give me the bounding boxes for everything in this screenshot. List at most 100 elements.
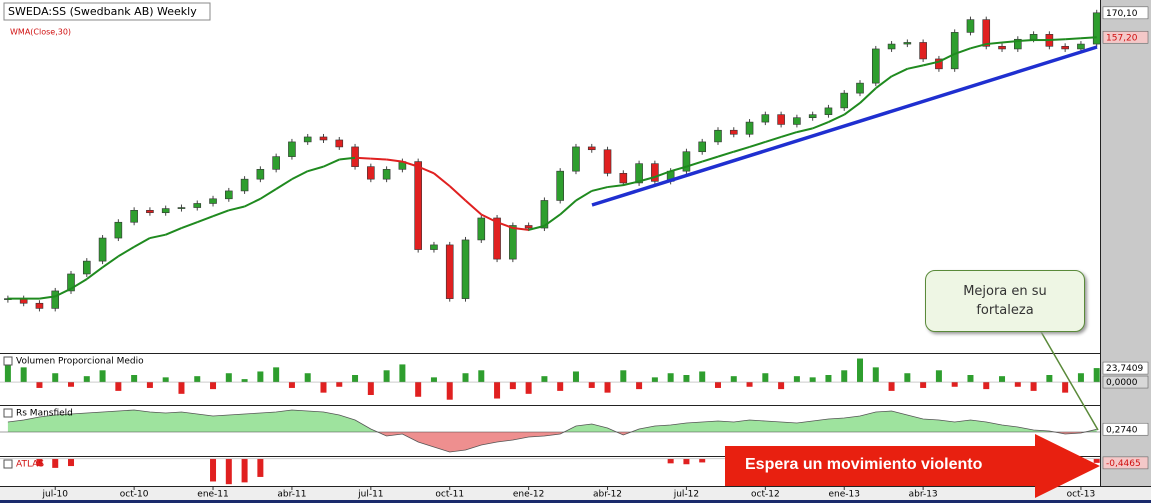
x-tick-label: ene-11 [197, 490, 228, 500]
wma-segment [686, 160, 703, 168]
wma-segment [370, 157, 387, 161]
bar [99, 370, 106, 383]
bar [983, 382, 990, 390]
candle [51, 290, 60, 309]
panel-box [3, 356, 13, 366]
candle [935, 58, 943, 70]
candle [114, 221, 123, 239]
bar [494, 382, 501, 399]
wma-segment [259, 188, 277, 200]
wma-segment [165, 227, 182, 236]
candle [556, 170, 564, 201]
candle [919, 42, 927, 60]
wma-segment [638, 176, 656, 183]
area-positive [7, 410, 1097, 432]
legend-entry: WMA(Close,30) [10, 28, 71, 37]
x-tick-label: oct-12 [751, 490, 780, 500]
callout: Mejora en su fortaleza [925, 270, 1085, 332]
bar [762, 373, 769, 383]
bar [257, 458, 264, 477]
bar [288, 382, 295, 388]
wma-segment [843, 102, 861, 116]
panel-title: ATLAS [16, 460, 44, 470]
bar [52, 373, 59, 383]
candle [209, 198, 217, 204]
arrow-text: Espera un movimiento violento [745, 456, 983, 473]
wma-segment [354, 156, 371, 160]
candle [130, 209, 138, 223]
bar [225, 373, 232, 383]
x-tick-label: jul-11 [357, 490, 383, 500]
panel-title: Volumen Proporcional Medio [16, 357, 144, 367]
bar [683, 375, 690, 383]
bar [1062, 382, 1069, 393]
bar [4, 364, 11, 383]
wma-segment [717, 150, 735, 158]
bar [241, 458, 248, 483]
bar [525, 382, 532, 394]
bar [746, 382, 753, 387]
wma-segment [780, 131, 798, 138]
bar [620, 370, 627, 383]
bar [1030, 382, 1037, 391]
wma-segment [1017, 39, 1034, 43]
y-tick-label: -0,4465 [1106, 459, 1141, 469]
candle [240, 178, 249, 192]
wma-segment [101, 255, 119, 269]
wma-segment [54, 287, 72, 298]
bar [651, 377, 658, 383]
bar [20, 367, 27, 383]
candle [161, 208, 170, 214]
bar [888, 382, 895, 391]
red-arrow [725, 434, 1100, 498]
bar [273, 367, 280, 383]
price-tag [1102, 456, 1149, 470]
bar [714, 382, 721, 388]
candle [1061, 45, 1069, 50]
bar [241, 379, 248, 383]
bar [320, 382, 327, 393]
wma-segment [970, 43, 987, 50]
bar [462, 373, 469, 383]
candle [745, 121, 754, 135]
candle [82, 260, 91, 275]
wma-segment [749, 140, 766, 148]
candle [761, 114, 770, 123]
y-tick-label: 0,0000 [1106, 378, 1138, 388]
wma-segment [765, 136, 782, 143]
bar [857, 358, 864, 383]
wma-segment [607, 184, 624, 189]
callout-pointer [1039, 329, 1099, 431]
y-tick-label: 23,7409 [1106, 364, 1143, 374]
bar [383, 370, 390, 383]
bar [115, 382, 122, 391]
bar [478, 370, 485, 383]
bar [68, 382, 75, 387]
candle [319, 136, 328, 141]
candle [840, 92, 849, 109]
candle [793, 117, 801, 125]
y-tick-label: 170,10 [1106, 9, 1138, 19]
wma-segment [196, 215, 214, 224]
wma-segment [417, 165, 435, 175]
wma-segment [433, 172, 451, 187]
bar [1014, 382, 1021, 387]
candle [35, 302, 44, 309]
bar [178, 382, 185, 394]
candle [1014, 38, 1022, 50]
bar [1093, 368, 1100, 383]
wma-segment [386, 158, 403, 163]
wma-segment [496, 221, 514, 229]
bar [699, 371, 706, 383]
wma-segment [623, 180, 640, 187]
candle [477, 217, 486, 241]
wma-segment [1049, 38, 1066, 42]
wma-segment [181, 221, 198, 229]
candle [950, 32, 959, 70]
candle [808, 114, 817, 119]
wma-segment [1065, 37, 1081, 41]
bar [841, 370, 848, 383]
wma-segment [922, 60, 940, 67]
